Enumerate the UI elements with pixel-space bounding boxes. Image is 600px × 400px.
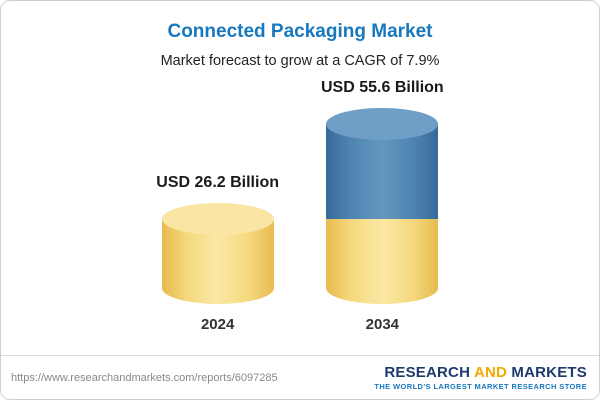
year-label-2024: 2024 bbox=[200, 316, 235, 333]
logo-word-and: AND bbox=[473, 363, 508, 381]
cylinder-2034-base-segment bbox=[326, 219, 439, 304]
chart-title: Connected Packaging Market bbox=[167, 21, 433, 42]
value-label-2024: USD 26.2 Billion bbox=[156, 174, 279, 191]
logo-word-research: RESEARCH bbox=[384, 363, 471, 381]
research-and-markets-logo: RESEARCH AND MARKETS THE WORLD'S LARGEST… bbox=[374, 364, 587, 392]
report-url: https://www.researchandmarkets.com/repor… bbox=[11, 371, 278, 384]
bar-chart: USD 26.2 Billion 2024 USD 55.6 Billion 2… bbox=[1, 71, 599, 333]
logo-word-markets: MARKETS bbox=[511, 363, 587, 381]
chart-subtitle: Market forecast to grow at a CAGR of 7.9… bbox=[160, 53, 440, 69]
cylinder-top-ellipse bbox=[326, 108, 439, 140]
chart-header: Connected Packaging Market Market foreca… bbox=[1, 1, 599, 69]
cylinder-2024 bbox=[161, 203, 274, 304]
bar-group-2024: USD 26.2 Billion 2024 bbox=[156, 174, 279, 333]
bar-group-2034: USD 55.6 Billion 2034 bbox=[321, 79, 444, 333]
cylinder-2034 bbox=[326, 108, 439, 304]
footer-bar: https://www.researchandmarkets.com/repor… bbox=[1, 355, 599, 399]
cylinder-top-ellipse bbox=[161, 203, 274, 235]
year-label-2034: 2034 bbox=[365, 316, 400, 333]
logo-tagline: THE WORLD'S LARGEST MARKET RESEARCH STOR… bbox=[374, 381, 587, 391]
value-label-2034: USD 55.6 Billion bbox=[321, 79, 444, 96]
logo-wordmark: RESEARCH AND MARKETS bbox=[374, 364, 587, 381]
